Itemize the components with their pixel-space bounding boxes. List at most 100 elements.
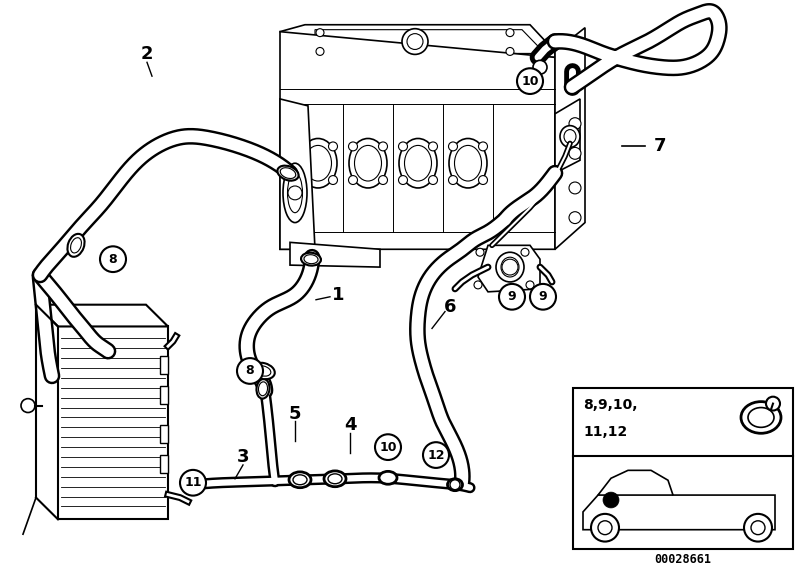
Ellipse shape bbox=[324, 471, 346, 486]
Circle shape bbox=[299, 176, 308, 185]
Circle shape bbox=[428, 142, 438, 151]
Text: 1: 1 bbox=[332, 286, 344, 304]
Circle shape bbox=[399, 142, 407, 151]
Circle shape bbox=[379, 142, 388, 151]
Circle shape bbox=[506, 29, 514, 37]
Ellipse shape bbox=[496, 252, 524, 282]
Ellipse shape bbox=[455, 145, 482, 181]
Polygon shape bbox=[598, 470, 673, 495]
Circle shape bbox=[521, 248, 529, 256]
Ellipse shape bbox=[280, 168, 296, 179]
Polygon shape bbox=[555, 28, 585, 249]
Circle shape bbox=[423, 442, 449, 468]
Bar bbox=[160, 356, 168, 374]
Circle shape bbox=[526, 281, 534, 289]
Circle shape bbox=[180, 470, 206, 496]
Ellipse shape bbox=[288, 173, 303, 212]
Ellipse shape bbox=[564, 129, 576, 144]
Circle shape bbox=[751, 521, 765, 534]
Ellipse shape bbox=[379, 471, 397, 484]
Text: 8: 8 bbox=[245, 364, 254, 377]
Circle shape bbox=[766, 397, 780, 411]
Ellipse shape bbox=[355, 145, 381, 181]
Text: 9: 9 bbox=[507, 290, 516, 303]
Circle shape bbox=[598, 521, 612, 534]
Circle shape bbox=[399, 176, 407, 185]
Circle shape bbox=[328, 176, 337, 185]
Ellipse shape bbox=[256, 379, 269, 399]
Ellipse shape bbox=[449, 138, 487, 188]
Text: 6: 6 bbox=[443, 298, 456, 316]
Text: 5: 5 bbox=[288, 405, 301, 423]
Text: 12: 12 bbox=[427, 449, 445, 462]
Circle shape bbox=[190, 480, 200, 490]
Circle shape bbox=[316, 29, 324, 37]
Ellipse shape bbox=[70, 238, 81, 253]
Circle shape bbox=[506, 47, 514, 55]
Ellipse shape bbox=[293, 475, 307, 485]
Circle shape bbox=[591, 514, 619, 542]
Text: 8: 8 bbox=[109, 253, 117, 266]
Circle shape bbox=[407, 34, 423, 50]
Polygon shape bbox=[315, 30, 545, 54]
Polygon shape bbox=[555, 99, 580, 173]
Ellipse shape bbox=[283, 163, 307, 223]
Circle shape bbox=[450, 480, 460, 490]
Circle shape bbox=[479, 176, 487, 185]
Polygon shape bbox=[478, 245, 540, 292]
Ellipse shape bbox=[277, 166, 299, 181]
Circle shape bbox=[328, 142, 337, 151]
Circle shape bbox=[299, 142, 308, 151]
Text: 10: 10 bbox=[521, 75, 539, 88]
Circle shape bbox=[316, 47, 324, 55]
Text: 11: 11 bbox=[185, 476, 202, 489]
Ellipse shape bbox=[67, 234, 85, 257]
Ellipse shape bbox=[404, 145, 431, 181]
Bar bbox=[58, 327, 168, 519]
Ellipse shape bbox=[299, 138, 337, 188]
Ellipse shape bbox=[501, 257, 519, 277]
Circle shape bbox=[402, 29, 428, 54]
Ellipse shape bbox=[399, 138, 437, 188]
Circle shape bbox=[428, 176, 438, 185]
Bar bbox=[160, 386, 168, 403]
Text: 8,9,10,: 8,9,10, bbox=[583, 398, 638, 412]
Ellipse shape bbox=[251, 363, 275, 379]
Polygon shape bbox=[280, 99, 315, 249]
Text: 10: 10 bbox=[380, 441, 397, 454]
Circle shape bbox=[530, 284, 556, 310]
Ellipse shape bbox=[560, 125, 580, 147]
Circle shape bbox=[237, 358, 263, 384]
Ellipse shape bbox=[69, 235, 84, 256]
Circle shape bbox=[533, 60, 547, 74]
Circle shape bbox=[502, 259, 518, 275]
Ellipse shape bbox=[748, 407, 774, 427]
Bar bbox=[160, 425, 168, 443]
Ellipse shape bbox=[188, 480, 202, 490]
Ellipse shape bbox=[304, 145, 332, 181]
Circle shape bbox=[379, 176, 388, 185]
Text: 11,12: 11,12 bbox=[583, 425, 627, 440]
Circle shape bbox=[474, 281, 482, 289]
Polygon shape bbox=[280, 25, 555, 58]
Circle shape bbox=[100, 246, 126, 272]
Ellipse shape bbox=[258, 382, 268, 395]
Polygon shape bbox=[290, 242, 380, 267]
Ellipse shape bbox=[349, 138, 387, 188]
Text: 4: 4 bbox=[344, 416, 356, 434]
Circle shape bbox=[517, 68, 543, 94]
Polygon shape bbox=[583, 478, 775, 530]
Text: 2: 2 bbox=[141, 45, 153, 63]
Ellipse shape bbox=[70, 238, 81, 253]
Ellipse shape bbox=[304, 255, 318, 264]
Ellipse shape bbox=[741, 402, 781, 433]
Circle shape bbox=[569, 212, 581, 224]
Circle shape bbox=[569, 118, 581, 129]
Circle shape bbox=[348, 176, 357, 185]
Text: 9: 9 bbox=[539, 290, 547, 303]
Circle shape bbox=[375, 434, 401, 460]
Circle shape bbox=[348, 142, 357, 151]
Ellipse shape bbox=[255, 366, 271, 376]
Circle shape bbox=[21, 399, 35, 412]
Ellipse shape bbox=[447, 479, 463, 490]
